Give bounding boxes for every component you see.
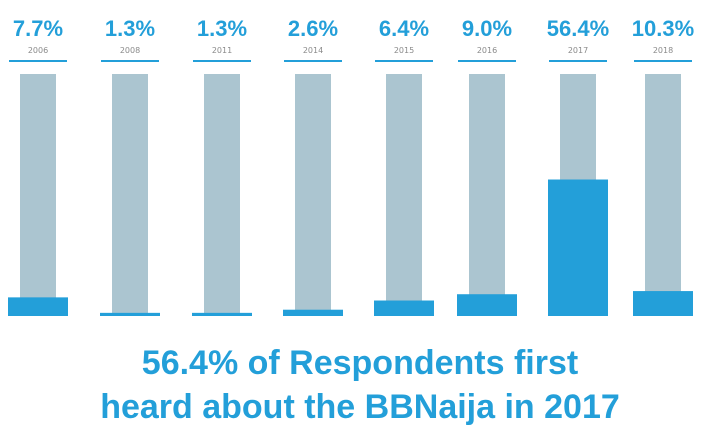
- label-rule-2014: [284, 60, 342, 62]
- year-label-2014: 2014: [303, 46, 323, 55]
- track-2016: [469, 74, 505, 316]
- label-rule-2016: [458, 60, 516, 62]
- value-label-2016: 9.0%: [462, 16, 512, 41]
- bar-2016: [457, 294, 517, 316]
- value-label-2018: 10.3%: [632, 16, 694, 41]
- bar-2006: [8, 297, 68, 316]
- year-label-2016: 2016: [477, 46, 497, 55]
- track-2015: [386, 74, 422, 316]
- value-label-2011: 1.3%: [197, 16, 247, 41]
- year-label-2015: 2015: [394, 46, 414, 55]
- label-rule-2008: [101, 60, 159, 62]
- track-2008: [112, 74, 148, 316]
- headline-line-2: heard about the BBNaija in 2017: [100, 388, 620, 426]
- year-label-2006: 2006: [28, 46, 48, 55]
- value-label-2015: 6.4%: [379, 16, 429, 41]
- year-label-2017: 2017: [568, 46, 588, 55]
- bar-2011: [192, 312, 252, 316]
- value-label-2006: 7.7%: [13, 16, 63, 41]
- year-label-2008: 2008: [120, 46, 140, 55]
- value-label-2014: 2.6%: [288, 16, 338, 41]
- bar-2018: [633, 291, 693, 316]
- bar-2017: [548, 179, 608, 316]
- track-2011: [204, 74, 240, 316]
- value-label-2008: 1.3%: [105, 16, 155, 41]
- bar-2008: [100, 312, 160, 316]
- bar-chart: 7.7% 2006 1.3% 2008 1.3% 2011 2.6% 2014 6.4% 2015…: [8, 16, 694, 316]
- bar-2015: [374, 300, 434, 316]
- label-rule-2015: [375, 60, 433, 62]
- headline-line-1: 56.4% of Respondents first: [141, 344, 579, 382]
- track-2006: [20, 74, 56, 316]
- label-rule-2006: [9, 60, 67, 62]
- year-label-2011: 2011: [212, 46, 232, 55]
- bar-2014: [283, 309, 343, 316]
- track-2018: [645, 74, 681, 316]
- year-label-2018: 2018: [653, 46, 673, 55]
- label-rule-2011: [193, 60, 251, 62]
- label-rule-2017: [549, 60, 607, 62]
- value-label-2017: 56.4%: [547, 16, 609, 41]
- track-2014: [295, 74, 331, 316]
- label-rule-2018: [634, 60, 692, 62]
